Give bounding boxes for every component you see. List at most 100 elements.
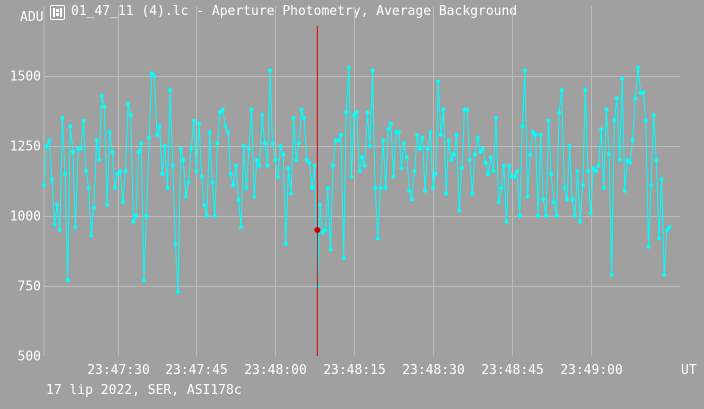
data-point [428,130,433,134]
data-point [226,130,230,134]
data-point [583,88,588,92]
data-point [325,186,330,190]
data-point [515,169,520,174]
data-point [572,214,577,218]
data-point [454,132,459,137]
data-point [607,152,611,157]
data-point [63,172,67,176]
data-point [381,138,385,143]
data-point [275,174,280,179]
data-point [273,158,278,162]
data-point [643,118,648,123]
data-point [399,166,404,171]
data-point [162,144,167,148]
data-point [388,121,393,126]
data-point [402,141,406,146]
data-point [536,214,541,218]
data-point [407,188,412,193]
data-point [134,214,138,218]
data-point [294,158,299,162]
data-point [614,96,619,101]
data-point [47,138,52,143]
data-point [546,118,551,123]
data-point [155,132,159,137]
data-point [118,169,123,174]
data-point [318,202,322,207]
data-point [176,289,180,294]
data-point [480,146,485,151]
data-point [609,272,614,277]
data-point [81,118,86,123]
data-point [252,194,257,199]
data-point [291,116,296,120]
x-tick-label: 23:47:30 [87,363,150,378]
film-strip-icon [50,4,65,20]
data-point [646,244,651,249]
data-point [323,228,328,232]
data-point [346,65,351,70]
data-point [375,236,380,241]
data-point [601,186,606,190]
data-point [186,180,191,185]
data-point [265,163,270,168]
data-point [126,102,131,106]
data-point [257,163,262,168]
data-point [470,191,475,196]
data-point [218,110,223,115]
data-point [84,169,88,174]
data-point [194,169,199,174]
data-point [386,127,391,132]
data-point [147,135,152,140]
data-point [173,242,178,246]
data-point [604,107,609,112]
data-point [239,225,244,230]
data-point [204,214,209,218]
data-point [657,236,661,241]
data-point [312,163,317,168]
data-point [97,158,102,162]
data-point [55,202,60,207]
data-point [344,110,349,115]
data-point [70,149,75,154]
data-point [349,174,354,179]
data-point [254,158,259,162]
footer-info: 17 lip 2022, SER, ASI178c [46,383,242,398]
series-line [43,67,670,292]
data-point [210,180,215,185]
data-point [438,132,443,137]
data-point [473,152,477,157]
data-point [339,132,343,137]
data-point [289,191,293,196]
data-point [191,118,196,123]
data-point [199,174,204,179]
data-point [296,141,301,146]
data-point [286,166,291,171]
data-point [215,141,220,146]
data-point [396,130,401,134]
x-tick-label: 23:48:15 [323,363,386,378]
data-point [233,163,238,168]
data-point [512,174,517,179]
data-point [588,211,593,216]
data-point [183,194,188,199]
data-point [57,228,62,232]
data-point [110,149,115,154]
data-point [352,113,357,118]
data-point [404,155,409,160]
data-point [299,107,304,112]
data-point [501,163,506,168]
window-title: 01_47_11 (4).lc - Aperture Photometry, A… [71,4,518,19]
data-point [630,138,635,143]
data-point [662,272,667,277]
data-point [525,194,530,199]
data-point [591,166,596,171]
data-point [336,138,341,143]
data-point [367,144,372,148]
data-point [544,214,548,218]
data-point [105,202,110,207]
data-point [136,149,141,154]
data-point [365,110,370,115]
y-tick-label: 1250 [10,140,41,155]
axis-labels: 500 750 1000 1250 1500 23:47:30 23:47:45 23:48:… [10,10,697,378]
